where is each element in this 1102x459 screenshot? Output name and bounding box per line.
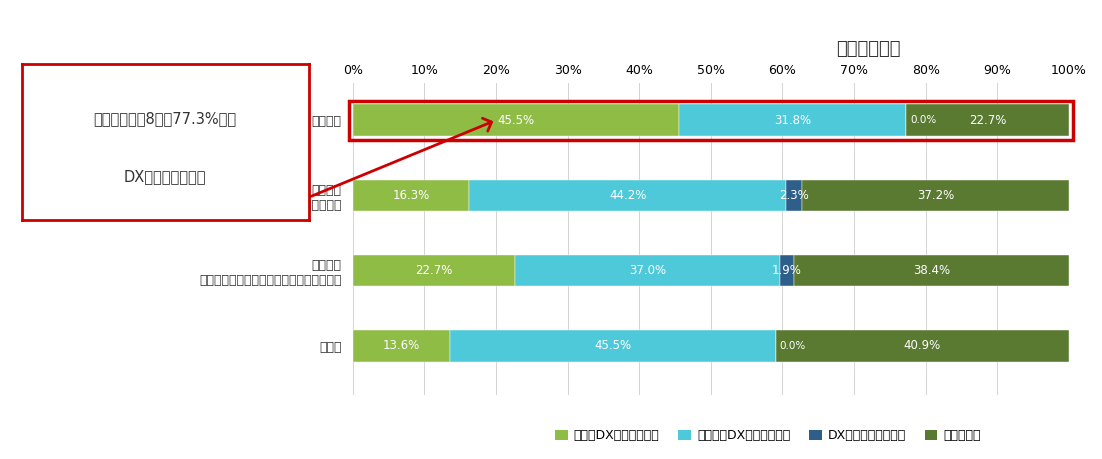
- Text: 45.5%: 45.5%: [497, 114, 534, 127]
- Text: 0.0%: 0.0%: [910, 115, 937, 125]
- Text: DX活用を望む結果: DX活用を望む結果: [125, 169, 206, 184]
- Bar: [469, 179, 786, 211]
- Bar: [353, 179, 469, 211]
- Bar: [353, 255, 516, 286]
- Bar: [450, 330, 776, 362]
- Bar: [679, 105, 906, 136]
- Legend: 早急にDX活用をしたい, いずれはDX活用をしたい, DX活用はしたくない, わからない: 早急にDX活用をしたい, いずれはDX活用をしたい, DX活用はしたくない, わ…: [552, 427, 984, 445]
- Text: 0.0%: 0.0%: [779, 341, 806, 351]
- Text: 22.7%: 22.7%: [415, 264, 453, 277]
- Text: 40.9%: 40.9%: [904, 339, 941, 353]
- Text: 44.2%: 44.2%: [609, 189, 647, 202]
- Bar: [353, 330, 450, 362]
- Text: 37.0%: 37.0%: [629, 264, 667, 277]
- Text: 37.2%: 37.2%: [917, 189, 954, 202]
- Bar: [802, 179, 1069, 211]
- Text: 31.8%: 31.8%: [774, 114, 811, 127]
- Text: 事業所種類別: 事業所種類別: [836, 39, 900, 58]
- Text: 45.5%: 45.5%: [594, 339, 631, 353]
- Text: 訪問介護の約8割（77.3%）が: 訪問介護の約8割（77.3%）が: [94, 112, 237, 126]
- Bar: [906, 105, 1069, 136]
- Text: 38.4%: 38.4%: [912, 264, 950, 277]
- Text: 1.9%: 1.9%: [773, 264, 802, 277]
- Bar: [786, 179, 802, 211]
- Bar: [516, 255, 780, 286]
- Text: 13.6%: 13.6%: [382, 339, 420, 353]
- Bar: [793, 255, 1069, 286]
- Text: 16.3%: 16.3%: [392, 189, 430, 202]
- Text: 2.3%: 2.3%: [779, 189, 809, 202]
- Bar: [780, 255, 793, 286]
- Bar: [776, 330, 1069, 362]
- Bar: [353, 105, 679, 136]
- Bar: [349, 101, 1072, 140]
- Text: 22.7%: 22.7%: [969, 114, 1006, 127]
